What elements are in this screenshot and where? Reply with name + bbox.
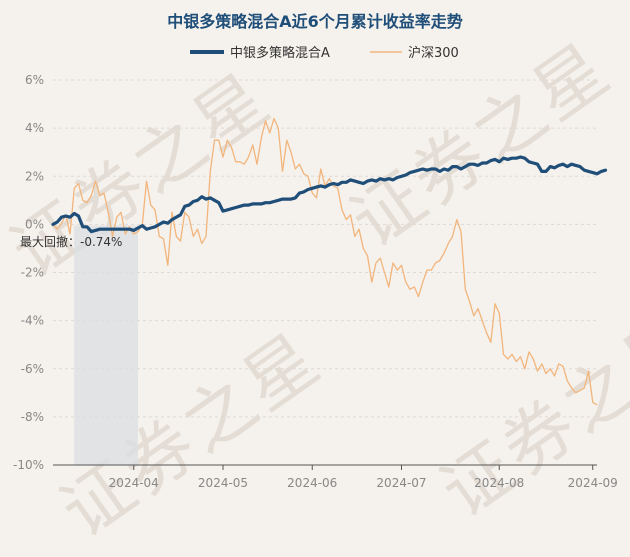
y-tick-label: 6% xyxy=(25,73,44,87)
y-tick-label: 2% xyxy=(25,169,44,183)
y-tick-label: -4% xyxy=(21,314,44,328)
chart-title: 中银多策略混合A近6个月累计收益率走势 xyxy=(167,12,463,31)
x-tick-label: 2024-07 xyxy=(376,476,426,490)
series-line-fund xyxy=(51,155,608,234)
y-tick-label: -10% xyxy=(13,458,44,472)
x-tick-label: 2024-06 xyxy=(287,476,337,490)
x-tick-label: 2024-09 xyxy=(568,476,618,490)
chart: 中银多策略混合A近6个月累计收益率走势 中银多策略混合A 沪深300 6% 4% 2… xyxy=(13,12,618,490)
x-tick-label: 2024-08 xyxy=(474,476,524,490)
x-tick-label: 2024-05 xyxy=(198,476,248,490)
y-tick-label: 0% xyxy=(25,217,44,231)
y-tick-label: -8% xyxy=(21,410,44,424)
y-tick-label: -6% xyxy=(21,362,44,376)
legend-fund-label: 中银多策略混合A xyxy=(230,45,330,61)
max-drawdown-band xyxy=(74,225,138,465)
x-tick-label: 2024-04 xyxy=(109,476,159,490)
max-drawdown-label: 最大回撤：-0.74% xyxy=(20,234,122,249)
y-tick-label: -2% xyxy=(21,266,44,280)
y-tick-label: 4% xyxy=(25,121,44,135)
legend-index-label: 沪深300 xyxy=(408,45,459,61)
